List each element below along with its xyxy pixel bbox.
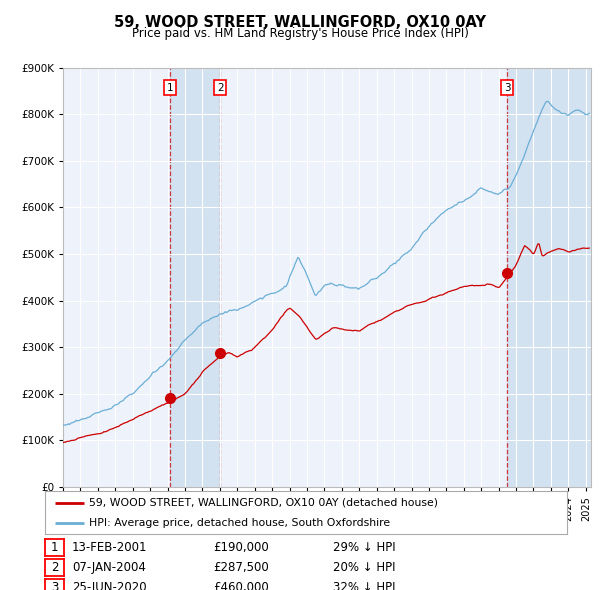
Text: 1: 1 bbox=[51, 541, 58, 554]
Text: 25-JUN-2020: 25-JUN-2020 bbox=[72, 581, 146, 590]
Text: 1: 1 bbox=[166, 83, 173, 93]
Text: Price paid vs. HM Land Registry's House Price Index (HPI): Price paid vs. HM Land Registry's House … bbox=[131, 27, 469, 40]
Text: 07-JAN-2004: 07-JAN-2004 bbox=[72, 561, 146, 574]
Text: 59, WOOD STREET, WALLINGFORD, OX10 0AY (detached house): 59, WOOD STREET, WALLINGFORD, OX10 0AY (… bbox=[89, 498, 439, 508]
Text: 13-FEB-2001: 13-FEB-2001 bbox=[72, 541, 148, 554]
Text: 2: 2 bbox=[51, 561, 58, 574]
Text: HPI: Average price, detached house, South Oxfordshire: HPI: Average price, detached house, Sout… bbox=[89, 519, 391, 528]
Text: 3: 3 bbox=[503, 83, 511, 93]
Text: 59, WOOD STREET, WALLINGFORD, OX10 0AY: 59, WOOD STREET, WALLINGFORD, OX10 0AY bbox=[114, 15, 486, 30]
Bar bbox=[170, 68, 220, 487]
Bar bbox=[507, 68, 600, 487]
Text: 3: 3 bbox=[51, 581, 58, 590]
Text: £287,500: £287,500 bbox=[213, 561, 269, 574]
Text: 29% ↓ HPI: 29% ↓ HPI bbox=[333, 541, 395, 554]
Text: £460,000: £460,000 bbox=[213, 581, 269, 590]
Text: 20% ↓ HPI: 20% ↓ HPI bbox=[333, 561, 395, 574]
Text: 2: 2 bbox=[217, 83, 224, 93]
Text: 32% ↓ HPI: 32% ↓ HPI bbox=[333, 581, 395, 590]
Text: £190,000: £190,000 bbox=[213, 541, 269, 554]
